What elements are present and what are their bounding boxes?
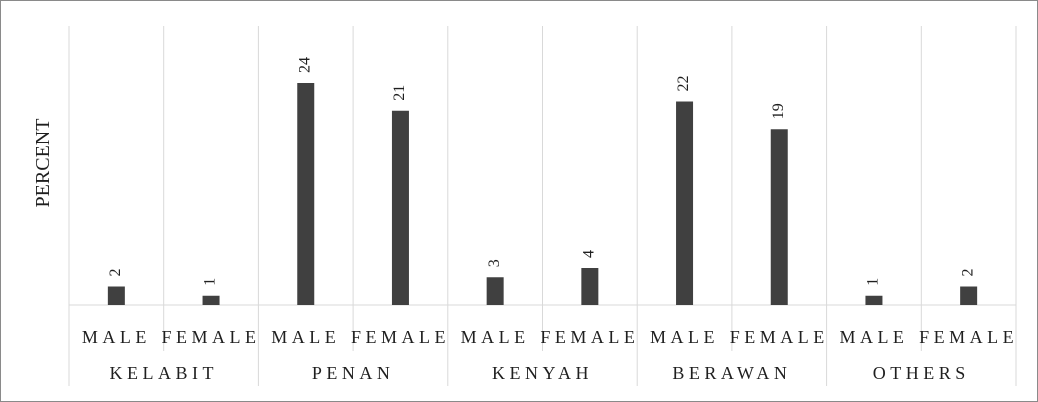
- bar-penan-female: [391, 110, 409, 305]
- x-tick-label: MALE: [461, 327, 530, 347]
- data-label: 22: [675, 76, 692, 92]
- data-label: 1: [865, 278, 882, 286]
- x-tick-label: FEMALE: [540, 327, 639, 347]
- x-group-label: KELABIT: [109, 363, 217, 383]
- x-group-label: OTHERS: [873, 363, 970, 383]
- x-tick-label: MALE: [271, 327, 340, 347]
- data-label: 19: [770, 103, 787, 119]
- x-tick-label: FEMALE: [162, 327, 261, 347]
- data-label: 3: [486, 259, 503, 267]
- x-tick-label: FEMALE: [919, 327, 1018, 347]
- bar-kelabit-male: [107, 286, 125, 305]
- data-label: 1: [202, 278, 219, 286]
- x-tick-label: MALE: [82, 327, 151, 347]
- x-group-label: BERAWAN: [672, 363, 791, 383]
- x-group-label: PENAN: [312, 363, 395, 383]
- x-group-label: KENYAH: [492, 363, 593, 383]
- bar-others-male: [865, 295, 883, 305]
- data-label: 24: [296, 57, 313, 73]
- bar-berawan-male: [676, 101, 694, 305]
- y-axis-label: PERCENT: [32, 119, 54, 208]
- x-tick-label: FEMALE: [730, 327, 829, 347]
- bar-layer: [107, 83, 978, 305]
- bar-kenyah-male: [486, 277, 504, 305]
- bar-berawan-female: [770, 129, 788, 305]
- data-label: 21: [391, 85, 408, 101]
- x-tick-label: FEMALE: [351, 327, 450, 347]
- x-tick-label: MALE: [650, 327, 719, 347]
- data-label: 2: [107, 269, 124, 277]
- data-label: 2: [959, 269, 976, 277]
- bar-penan-male: [297, 83, 315, 305]
- bar-kenyah-female: [581, 268, 599, 305]
- data-label: 4: [581, 250, 598, 258]
- bar-kelabit-female: [202, 295, 220, 305]
- bar-others-female: [960, 286, 978, 305]
- x-tick-label: MALE: [839, 327, 908, 347]
- grid-layer: [68, 26, 1017, 386]
